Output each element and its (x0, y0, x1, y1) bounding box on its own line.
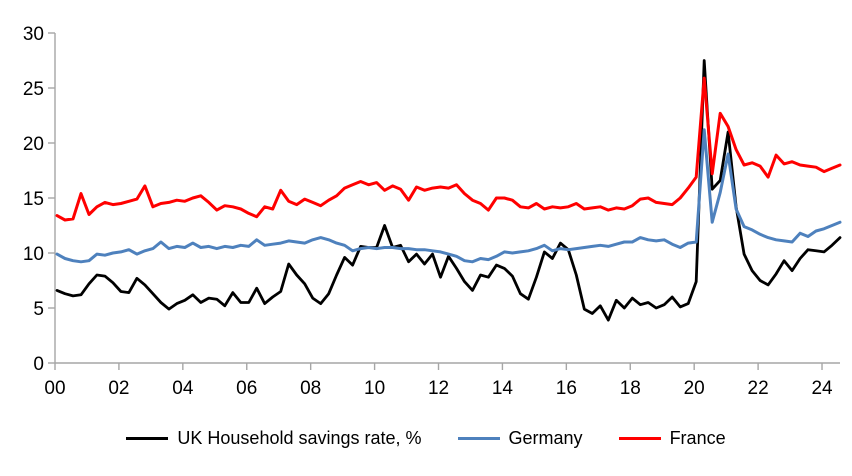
germany-line-swatch (457, 437, 500, 441)
y-axis: 0 5 10 15 20 25 30 (23, 24, 56, 375)
series-lines (55, 59, 842, 322)
x-tick-label: 10 (364, 378, 385, 399)
y-tick-label: 0 (33, 354, 44, 375)
x-tick-label: 08 (300, 378, 321, 399)
series-line-germany (55, 128, 842, 264)
legend-item-france: France (618, 428, 726, 449)
x-tick-label: 14 (492, 378, 514, 399)
series-line-france (55, 76, 842, 222)
x-tick-label: 20 (684, 378, 705, 399)
legend-item-germany: Germany (457, 428, 583, 449)
y-tick-label: 25 (23, 79, 44, 100)
y-tick-label: 20 (23, 134, 44, 155)
series-line-uk-household-savings-rate (55, 59, 842, 322)
uk-legend-label: UK Household savings rate, % (177, 428, 422, 448)
germany-legend-label: Germany (508, 428, 583, 448)
y-tick-label: 10 (23, 244, 44, 265)
x-tick-label: 16 (556, 378, 577, 399)
x-tick-label: 12 (428, 378, 449, 399)
x-tick-label: 24 (811, 378, 833, 399)
x-axis: 00 02 04 06 08 10 12 14 16 18 20 22 24 (44, 362, 840, 399)
x-tick-label: 04 (172, 378, 194, 399)
legend: UK Household savings rate, % Germany Fra… (0, 428, 852, 449)
y-tick-label: 5 (33, 299, 44, 320)
y-tick-label: 15 (23, 189, 44, 210)
x-tick-label: 22 (748, 378, 769, 399)
y-tick-label: 30 (23, 24, 44, 45)
x-tick-label: 06 (236, 378, 257, 399)
france-legend-label: France (669, 428, 726, 448)
x-tick-label: 18 (620, 378, 641, 399)
legend-item-uk: UK Household savings rate, % (126, 428, 422, 449)
france-line-swatch (618, 437, 661, 441)
x-tick-label: 02 (108, 378, 129, 399)
x-tick-label: 00 (44, 378, 65, 399)
uk-line-swatch (126, 437, 169, 441)
